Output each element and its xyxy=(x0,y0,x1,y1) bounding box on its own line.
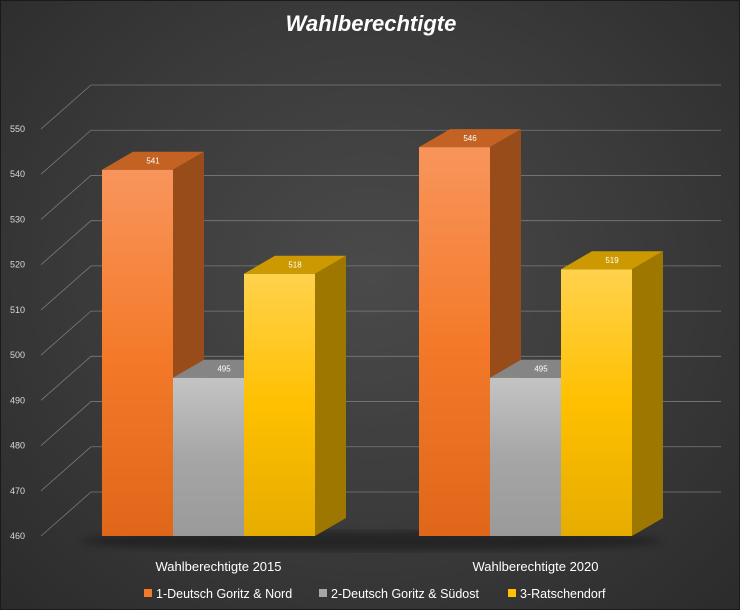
chart-title: Wahlberechtigte xyxy=(286,11,457,36)
bar-top xyxy=(561,251,663,270)
bar-side xyxy=(315,255,346,536)
bar-front xyxy=(419,147,490,537)
bar-front xyxy=(490,377,561,536)
y-tick-label: 460 xyxy=(10,531,25,541)
y-tick-label: 520 xyxy=(10,260,25,270)
legend-swatch xyxy=(144,589,152,597)
y-tick-label: 550 xyxy=(10,124,25,134)
data-label: 495 xyxy=(534,365,548,374)
x-tick-label: Wahlberechtigte 2015 xyxy=(156,559,282,574)
y-tick-label: 530 xyxy=(10,214,25,224)
y-tick-label: 470 xyxy=(10,486,25,496)
y-tick-label: 510 xyxy=(10,305,25,315)
bar-top xyxy=(419,129,521,148)
legend-label: 3-Ratschendorf xyxy=(520,587,606,601)
data-label: 495 xyxy=(217,365,231,374)
data-labels: 541 495 518 546 495 519 xyxy=(146,134,619,374)
legend-label: 2-Deutsch Goritz & Südost xyxy=(331,587,480,601)
legend-item: 3-Ratschendorf xyxy=(508,587,606,601)
bar-side xyxy=(632,251,663,536)
bar-front xyxy=(561,269,632,536)
bar xyxy=(244,255,346,536)
y-tick-label: 540 xyxy=(10,169,25,179)
bar-front xyxy=(173,377,244,536)
y-tick-label: 480 xyxy=(10,441,25,451)
x-axis: Wahlberechtigte 2015 Wahlberechtigte 2020 xyxy=(156,559,599,574)
data-label: 541 xyxy=(146,157,160,166)
y-tick-label: 490 xyxy=(10,395,25,405)
bar-front xyxy=(244,273,315,536)
x-tick-label: Wahlberechtigte 2020 xyxy=(473,559,599,574)
data-label: 546 xyxy=(463,134,477,143)
y-tick-label: 500 xyxy=(10,350,25,360)
gridline xyxy=(40,84,721,130)
legend: 1-Deutsch Goritz & Nord 2-Deutsch Goritz … xyxy=(144,587,606,601)
bars xyxy=(102,129,663,537)
bar xyxy=(561,251,663,536)
bar-top xyxy=(244,255,346,274)
legend-swatch xyxy=(319,589,327,597)
data-label: 518 xyxy=(288,261,302,270)
data-label: 519 xyxy=(605,256,619,265)
legend-item: 2-Deutsch Goritz & Südost xyxy=(319,587,480,601)
bar-top xyxy=(102,151,204,170)
legend-item: 1-Deutsch Goritz & Nord xyxy=(144,587,292,601)
legend-label: 1-Deutsch Goritz & Nord xyxy=(156,587,292,601)
legend-swatch xyxy=(508,589,516,597)
bar-front xyxy=(102,169,173,536)
y-axis: 460 470 480 490 500 510 520 530 540 550 xyxy=(10,124,25,541)
